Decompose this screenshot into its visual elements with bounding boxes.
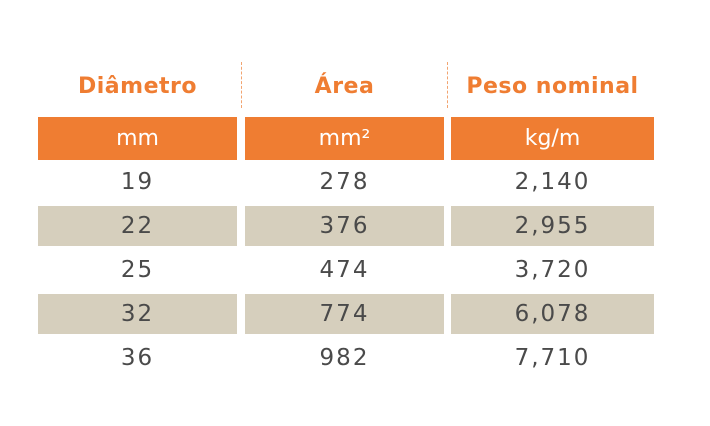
table-cell: 278	[319, 169, 370, 195]
column-separator	[241, 62, 242, 108]
table-cell: 3,720	[514, 257, 591, 283]
table-cell: 25	[120, 257, 155, 283]
unit-cell: mm	[38, 117, 237, 160]
table-cell: 7,710	[514, 345, 591, 371]
unit-cell: kg/m	[451, 117, 654, 160]
table-cell: 22	[38, 206, 237, 246]
column-header: Peso nominal	[466, 73, 639, 99]
table-cell: 474	[319, 257, 370, 283]
table-cell: 19	[120, 169, 155, 195]
column-separator	[447, 62, 448, 108]
table-cell: 774	[245, 294, 444, 334]
table-cell: 36	[120, 345, 155, 371]
unit-cell: mm²	[245, 117, 444, 160]
table-cell: 6,078	[451, 294, 654, 334]
table-cell: 982	[319, 345, 370, 371]
column-header: Diâmetro	[78, 73, 197, 99]
table-cell: 2,955	[451, 206, 654, 246]
table-cell: 32	[38, 294, 237, 334]
table-cell: 2,140	[514, 169, 591, 195]
column-header: Área	[314, 73, 375, 99]
table-cell: 376	[245, 206, 444, 246]
